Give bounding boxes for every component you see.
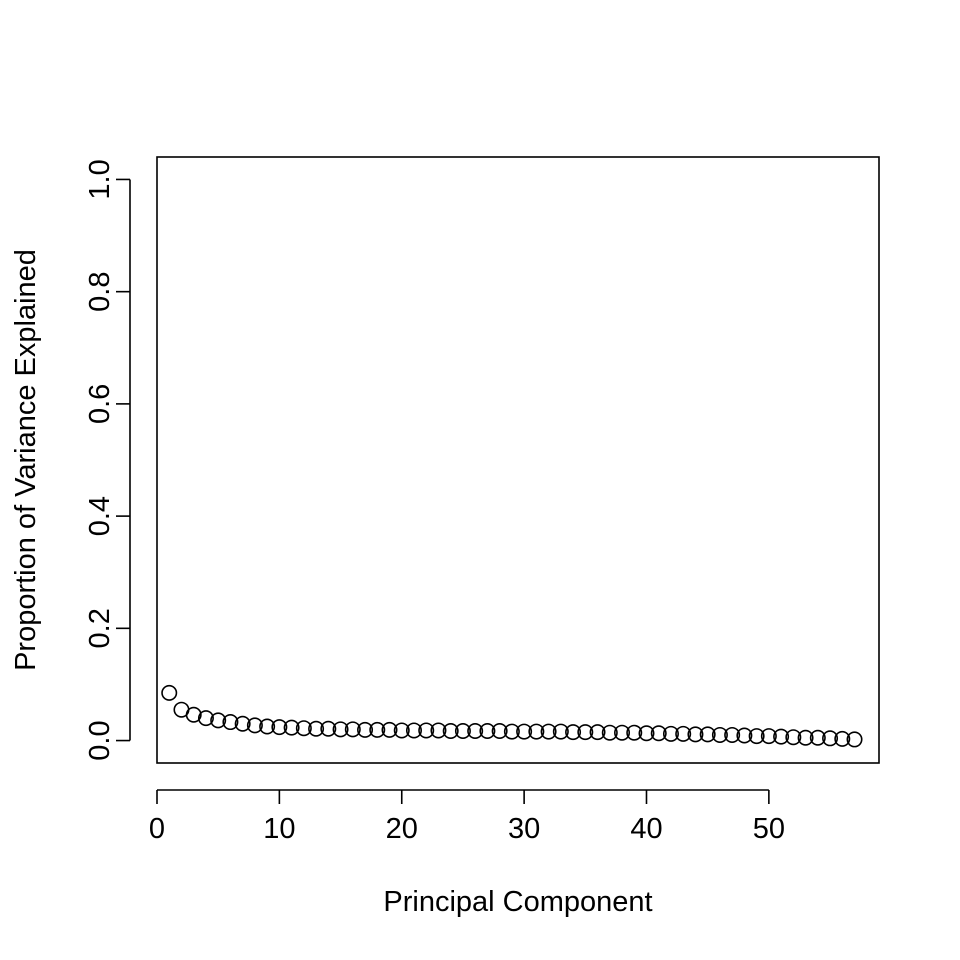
data-point: [369, 721, 386, 738]
x-axis-label: Principal Component: [383, 886, 652, 918]
data-point: [320, 720, 337, 737]
y-tick-label: 0.0: [84, 720, 116, 760]
data-point: [797, 729, 814, 746]
data-point: [197, 710, 214, 727]
x-tick-label: 20: [386, 813, 418, 845]
data-point: [809, 729, 826, 746]
data-point: [161, 684, 178, 701]
x-tick-label: 30: [508, 813, 540, 845]
data-point: [577, 724, 594, 741]
data-point: [601, 724, 618, 741]
y-tick-label: 1.0: [84, 159, 116, 199]
data-point: [381, 721, 398, 738]
data-point: [393, 722, 410, 739]
y-tick-label: 0.2: [84, 608, 116, 648]
data-point: [565, 724, 582, 741]
y-axis: 0.0 0.2 0.4 0.6 0.8 1.0: [84, 159, 131, 761]
data-point: [699, 726, 716, 743]
x-tick-label: 50: [753, 813, 785, 845]
data-point: [589, 724, 606, 741]
y-tick-label: 0.4: [84, 496, 116, 536]
data-point: [283, 719, 300, 736]
data-point: [760, 728, 777, 745]
data-point: [405, 722, 422, 739]
x-tick-label: 0: [149, 813, 165, 845]
data-point: [662, 725, 679, 742]
data-points: [161, 684, 863, 748]
y-axis-label: Proportion of Variance Explained: [10, 249, 42, 671]
data-point: [185, 706, 202, 723]
data-point: [650, 725, 667, 742]
data-point: [246, 717, 263, 734]
data-point: [454, 723, 471, 740]
data-point: [442, 723, 459, 740]
data-point: [259, 718, 276, 735]
data-point: [773, 728, 790, 745]
data-point: [724, 726, 741, 743]
x-axis: 0 10 20 30 40 50: [149, 789, 785, 845]
data-point: [295, 720, 312, 737]
data-point: [479, 723, 496, 740]
data-point: [540, 723, 557, 740]
data-point: [516, 723, 533, 740]
data-point: [491, 723, 508, 740]
data-point: [222, 714, 239, 731]
data-point: [430, 722, 447, 739]
data-point: [785, 729, 802, 746]
y-tick-label: 0.8: [84, 272, 116, 312]
plot-frame: [156, 156, 880, 764]
data-point: [332, 721, 349, 738]
y-tick-label: 0.6: [84, 384, 116, 424]
data-point: [736, 727, 753, 744]
data-point: [675, 725, 692, 742]
data-point: [552, 723, 569, 740]
data-point: [614, 724, 631, 741]
data-point: [234, 715, 251, 732]
data-point: [638, 725, 655, 742]
data-point: [528, 723, 545, 740]
x-tick-label: 40: [630, 813, 662, 845]
data-point: [344, 721, 361, 738]
data-point: [210, 712, 227, 729]
data-point: [711, 726, 728, 743]
data-point: [846, 731, 863, 748]
data-point: [748, 728, 765, 745]
x-tick-label: 10: [263, 813, 295, 845]
data-point: [308, 720, 325, 737]
data-point: [357, 721, 374, 738]
data-point: [687, 726, 704, 743]
data-point: [271, 719, 288, 736]
data-point: [834, 730, 851, 747]
data-point: [418, 722, 435, 739]
data-point: [626, 724, 643, 741]
data-point: [822, 730, 839, 747]
data-point: [467, 723, 484, 740]
data-point: [503, 723, 520, 740]
